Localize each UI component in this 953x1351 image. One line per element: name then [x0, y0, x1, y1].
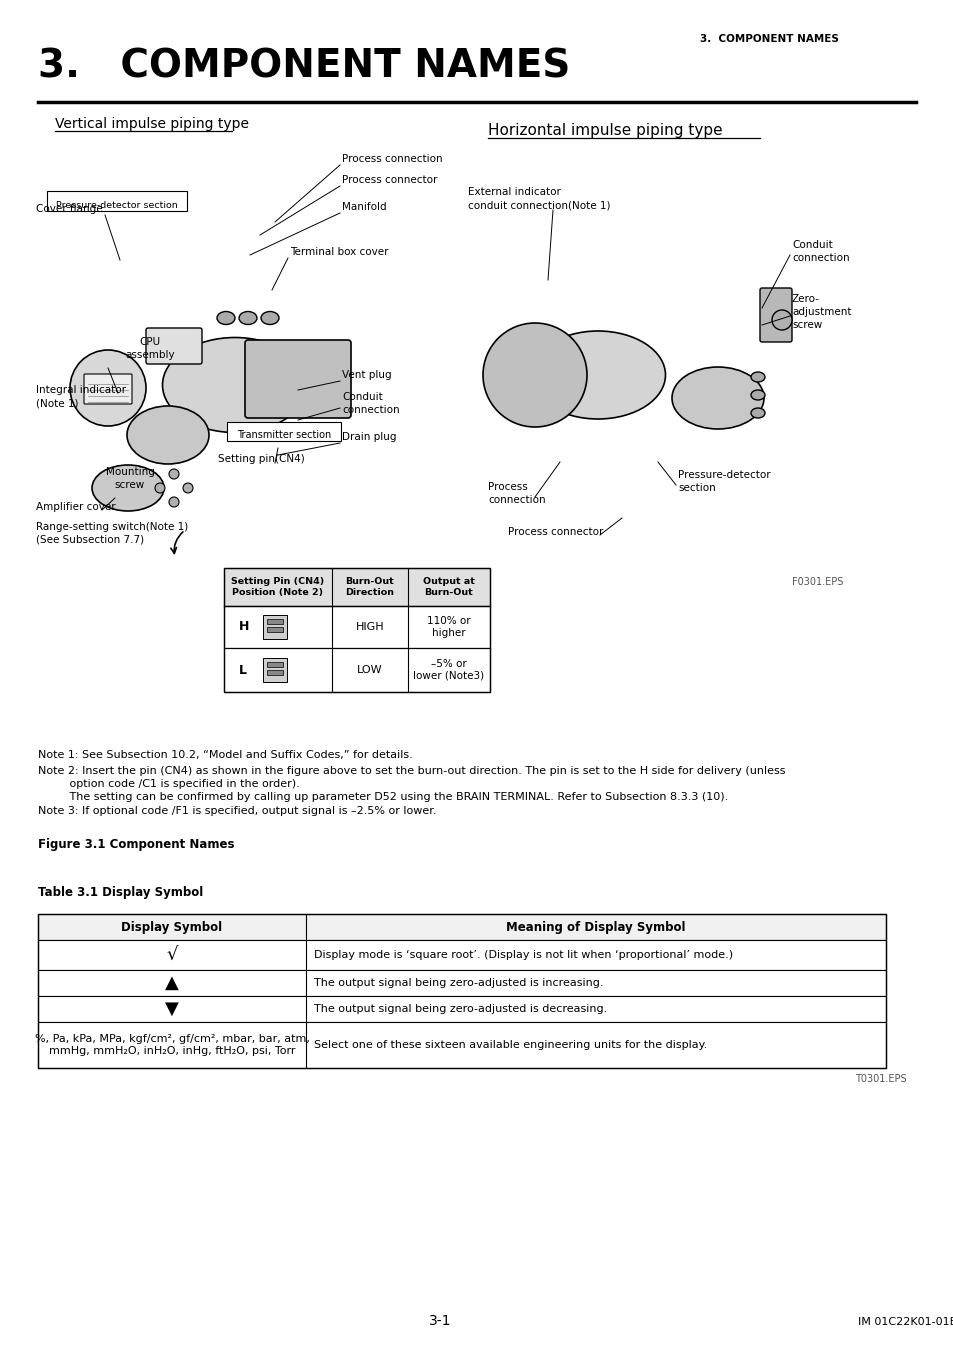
Text: conduit connection(Note 1): conduit connection(Note 1) [468, 200, 610, 209]
Text: Amplifier cover: Amplifier cover [36, 503, 115, 512]
Circle shape [169, 469, 179, 480]
Text: connection: connection [488, 494, 545, 505]
Text: Pressure-detector section: Pressure-detector section [56, 200, 177, 209]
Text: screw: screw [791, 320, 821, 330]
Text: 3.   COMPONENT NAMES: 3. COMPONENT NAMES [38, 49, 570, 86]
Text: LOW: LOW [356, 665, 382, 676]
FancyBboxPatch shape [227, 422, 340, 440]
Ellipse shape [671, 367, 763, 430]
Bar [267, 619, 283, 624]
Text: ▼: ▼ [165, 1000, 179, 1019]
Ellipse shape [261, 312, 278, 324]
Text: adjustment: adjustment [791, 307, 851, 317]
Text: The output signal being zero-adjusted is decreasing.: The output signal being zero-adjusted is… [314, 1004, 607, 1015]
Bar [38, 915, 885, 940]
Text: HIGH: HIGH [355, 621, 384, 632]
Circle shape [771, 309, 791, 330]
Text: IM 01C22K01-01E: IM 01C22K01-01E [857, 1317, 953, 1327]
Text: option code /C1 is specified in the order).: option code /C1 is specified in the orde… [38, 780, 299, 789]
Ellipse shape [750, 390, 764, 400]
Circle shape [154, 484, 165, 493]
Text: Burn-Out
Direction: Burn-Out Direction [345, 577, 395, 597]
Bar [224, 607, 490, 648]
Text: L: L [239, 663, 247, 677]
Text: assembly: assembly [125, 350, 174, 359]
Text: Integral indicator: Integral indicator [36, 385, 126, 394]
Text: Mounting: Mounting [106, 467, 154, 477]
Text: section: section [678, 484, 715, 493]
Circle shape [70, 350, 146, 426]
Bar [224, 567, 490, 607]
Text: 3.  COMPONENT NAMES: 3. COMPONENT NAMES [700, 34, 838, 45]
Ellipse shape [750, 408, 764, 417]
Text: connection: connection [341, 405, 399, 415]
FancyBboxPatch shape [760, 288, 791, 342]
Text: Horizontal impulse piping type: Horizontal impulse piping type [488, 123, 721, 138]
Bar [267, 670, 283, 676]
Text: Drain plug: Drain plug [341, 432, 396, 442]
Text: Terminal box cover: Terminal box cover [290, 247, 388, 257]
Text: Setting pin(CN4): Setting pin(CN4) [218, 454, 304, 463]
Text: External indicator: External indicator [468, 186, 560, 197]
FancyBboxPatch shape [84, 374, 132, 404]
FancyBboxPatch shape [263, 615, 287, 639]
Text: (See Subsection 7.7): (See Subsection 7.7) [36, 535, 144, 544]
Ellipse shape [216, 312, 234, 324]
Circle shape [169, 497, 179, 507]
Text: –5% or
lower (Note3): –5% or lower (Note3) [413, 659, 484, 681]
Text: Cover flange: Cover flange [36, 204, 103, 213]
FancyBboxPatch shape [263, 658, 287, 682]
Text: screw: screw [114, 480, 145, 490]
Text: Transmitter section: Transmitter section [236, 430, 331, 440]
FancyBboxPatch shape [146, 328, 202, 363]
Text: Note 3: If optional code /F1 is specified, output signal is –2.5% or lower.: Note 3: If optional code /F1 is specifie… [38, 807, 436, 816]
Text: √: √ [166, 946, 177, 965]
Text: Setting Pin (CN4)
Position (Note 2): Setting Pin (CN4) Position (Note 2) [232, 577, 324, 597]
Text: CPU: CPU [139, 336, 160, 347]
Text: Output at
Burn-Out: Output at Burn-Out [422, 577, 475, 597]
Text: ▲: ▲ [165, 974, 179, 992]
Ellipse shape [239, 312, 256, 324]
Bar [224, 648, 490, 692]
Text: T0301.EPS: T0301.EPS [854, 1074, 905, 1084]
Text: Figure 3.1 Component Names: Figure 3.1 Component Names [38, 838, 234, 851]
Text: The setting can be confirmed by calling up parameter D52 using the BRAIN TERMINA: The setting can be confirmed by calling … [38, 792, 727, 802]
Bar [38, 915, 885, 1069]
Ellipse shape [530, 331, 665, 419]
Text: Display Symbol: Display Symbol [121, 920, 222, 934]
Text: Process connector: Process connector [341, 176, 436, 185]
Text: Manifold: Manifold [341, 203, 386, 212]
Bar [267, 662, 283, 667]
Text: Note 2: Insert the pin (CN4) as shown in the figure above to set the burn-out di: Note 2: Insert the pin (CN4) as shown in… [38, 766, 784, 775]
Bar [267, 627, 283, 632]
Text: Conduit: Conduit [791, 240, 832, 250]
Ellipse shape [750, 372, 764, 382]
Text: Process: Process [488, 482, 527, 492]
Bar [224, 567, 490, 692]
Text: H: H [239, 620, 249, 634]
Circle shape [482, 323, 586, 427]
Ellipse shape [127, 407, 209, 463]
FancyBboxPatch shape [245, 340, 351, 417]
Text: Meaning of Display Symbol: Meaning of Display Symbol [506, 920, 685, 934]
Text: The output signal being zero-adjusted is increasing.: The output signal being zero-adjusted is… [314, 978, 603, 988]
Text: Select one of these sixteen available engineering units for the display.: Select one of these sixteen available en… [314, 1040, 706, 1050]
Text: Zero-: Zero- [791, 295, 820, 304]
Text: F0301.EPS: F0301.EPS [791, 577, 842, 586]
Bar [38, 1021, 885, 1069]
Text: Display mode is ‘square root’. (Display is not lit when ‘proportional’ mode.): Display mode is ‘square root’. (Display … [314, 950, 732, 961]
Text: Vent plug: Vent plug [341, 370, 392, 380]
Text: Table 3.1 Display Symbol: Table 3.1 Display Symbol [38, 886, 203, 898]
Bar [38, 996, 885, 1021]
Text: Process connector: Process connector [508, 527, 603, 536]
Text: connection: connection [791, 253, 849, 263]
Text: Vertical impulse piping type: Vertical impulse piping type [55, 118, 249, 131]
Text: Range-setting switch(Note 1): Range-setting switch(Note 1) [36, 521, 188, 532]
Text: 110% or
higher: 110% or higher [427, 616, 471, 638]
Ellipse shape [91, 465, 164, 511]
Text: 3-1: 3-1 [428, 1315, 451, 1328]
Ellipse shape [162, 338, 307, 432]
Text: Pressure-detector: Pressure-detector [678, 470, 770, 480]
FancyBboxPatch shape [47, 190, 187, 211]
Text: %, Pa, kPa, MPa, kgf/cm², gf/cm², mbar, bar, atm,
mmHg, mmH₂O, inH₂O, inHg, ftH₂: %, Pa, kPa, MPa, kgf/cm², gf/cm², mbar, … [34, 1035, 309, 1055]
